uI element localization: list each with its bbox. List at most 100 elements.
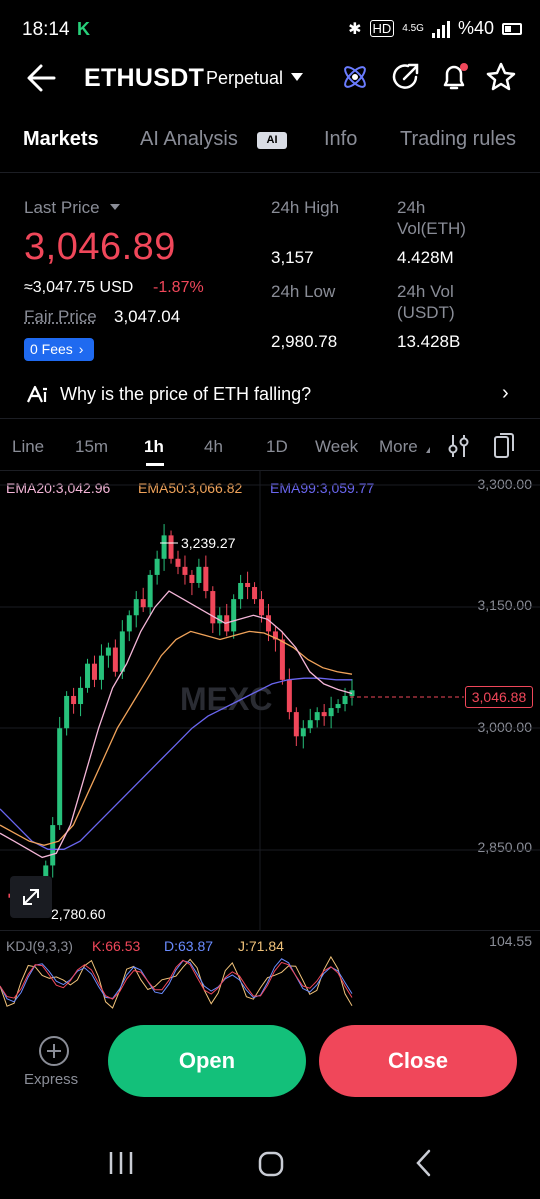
ema50-line xyxy=(0,630,353,846)
battery-percent: %40 xyxy=(457,18,494,38)
chart-tab-1h[interactable]: 1h xyxy=(144,437,164,456)
expand-chart-button[interactable] xyxy=(10,876,52,918)
express-button[interactable]: Express xyxy=(24,1035,84,1095)
kdj-j-line xyxy=(0,955,353,1009)
high-value: 3,157 xyxy=(271,248,314,267)
y-axis-label: 3,000.00 xyxy=(477,719,533,735)
vol-eth-value: 4.428M xyxy=(397,248,454,267)
active-tab-indicator xyxy=(146,463,164,466)
hd-icon: HD xyxy=(369,20,395,37)
bell-icon[interactable] xyxy=(437,60,471,94)
back-arrow-icon[interactable] xyxy=(24,58,64,98)
candle xyxy=(119,631,125,672)
candle xyxy=(314,712,320,721)
chart-tab-line[interactable]: Line xyxy=(12,437,45,456)
contract-type-selector[interactable]: Perpetual xyxy=(206,68,284,88)
app-notification-icon: K xyxy=(77,19,90,39)
tab-trading-rules[interactable]: Trading rules xyxy=(400,128,516,150)
candle xyxy=(279,639,285,680)
tab-info[interactable]: Info xyxy=(324,128,358,150)
vol-eth-label-1: 24h xyxy=(397,198,426,217)
price-chart[interactable]: MEXC 3,239.27 2,780.60 xyxy=(0,470,540,930)
ai-prompt-text: Why is the price of ETH falling? xyxy=(60,384,312,404)
high-label: 24h High xyxy=(271,198,340,217)
divider xyxy=(0,470,540,471)
usd-equivalent: ≈3,047.75 USD xyxy=(24,279,134,296)
open-label: Open xyxy=(178,1048,236,1073)
candle xyxy=(328,708,334,717)
status-bar: 18:14 K ✱ HD 4.5G %40 xyxy=(0,0,540,60)
low-label: 24h Low xyxy=(271,282,336,301)
candle xyxy=(50,825,56,866)
ema99-label: EMA99:3,059.77 xyxy=(270,480,375,496)
kdj-d: D:63.87 xyxy=(164,938,214,954)
vol-usdt-value: 13.428B xyxy=(397,332,461,351)
pair-title[interactable]: ETHUSDT xyxy=(84,64,205,92)
plus-circle-icon xyxy=(39,1036,69,1066)
fees-badge[interactable]: 0 Fees › xyxy=(24,338,94,361)
tab-markets[interactable]: Markets xyxy=(23,128,99,150)
ema20-label: EMA20:3,042.96 xyxy=(6,480,111,496)
candle xyxy=(217,615,223,624)
candle xyxy=(112,647,118,672)
chevron-down-icon[interactable] xyxy=(291,73,303,81)
chart-tab-4h[interactable]: 4h xyxy=(204,437,223,456)
candle xyxy=(286,679,292,713)
ai-prompt-row[interactable]: Why is the price of ETH falling? › xyxy=(0,370,540,416)
battery-icon xyxy=(502,22,522,35)
last-price-label[interactable]: Last Price xyxy=(24,198,100,217)
chart-tab-week[interactable]: Week xyxy=(315,437,359,456)
more-caret-icon xyxy=(422,447,430,453)
candle xyxy=(321,712,327,717)
fair-price-label[interactable]: Fair Price xyxy=(24,307,97,326)
tab-ai-analysis[interactable]: AI Analysis xyxy=(140,128,238,150)
low-value: 2,980.78 xyxy=(271,332,338,351)
current-price-tag: 3,046.88 xyxy=(465,686,533,708)
chart-tab-15m[interactable]: 15m xyxy=(75,437,109,456)
candle xyxy=(140,599,146,608)
candle xyxy=(272,631,278,640)
y-axis-label: 3,150.00 xyxy=(477,597,533,613)
ema50-label: EMA50:3,066.82 xyxy=(138,480,243,496)
candle xyxy=(238,582,244,600)
home-icon[interactable] xyxy=(257,1150,285,1178)
kdj-label: KDJ(9,3,3) xyxy=(6,938,73,954)
watermark: MEXC xyxy=(180,681,272,717)
candle xyxy=(300,728,306,737)
recent-apps-icon[interactable] xyxy=(106,1150,136,1176)
candle xyxy=(71,695,77,705)
fair-price: 3,047.04 xyxy=(114,307,181,326)
caret-down-icon[interactable] xyxy=(110,204,120,210)
candle xyxy=(175,558,181,567)
star-icon[interactable] xyxy=(484,60,518,94)
share-icon[interactable] xyxy=(389,60,423,94)
chevron-right-icon: › xyxy=(502,382,509,404)
chevron-right-icon: › xyxy=(78,341,84,357)
chart-tab-more[interactable]: More xyxy=(379,437,418,456)
candle xyxy=(98,655,104,680)
candle xyxy=(78,687,84,705)
close-button[interactable]: Close xyxy=(319,1025,517,1097)
candle xyxy=(64,695,70,729)
candle xyxy=(91,663,97,680)
atom-ai-icon[interactable] xyxy=(338,60,372,94)
candle xyxy=(342,695,348,705)
last-price: 3,046.89 xyxy=(24,226,176,268)
candle xyxy=(168,535,174,559)
chart-tab-1d[interactable]: 1D xyxy=(266,437,288,456)
back-nav-icon[interactable] xyxy=(412,1148,436,1178)
y-axis-label: 3,300.00 xyxy=(477,476,533,492)
high-marker: 3,239.27 xyxy=(181,535,236,551)
open-button[interactable]: Open xyxy=(108,1025,306,1097)
status-icons: ✱ HD 4.5G %40 xyxy=(348,18,522,39)
divider xyxy=(0,418,540,419)
candle xyxy=(259,599,265,616)
candle xyxy=(57,728,63,826)
fullscreen-icon[interactable] xyxy=(492,431,516,459)
low-marker: 2,780.60 xyxy=(51,906,106,922)
vol-usdt-label-1: 24h Vol xyxy=(397,282,454,301)
indicator-settings-icon[interactable] xyxy=(448,433,470,459)
candle xyxy=(293,712,299,737)
expand-icon xyxy=(23,889,39,905)
candle xyxy=(210,591,216,624)
